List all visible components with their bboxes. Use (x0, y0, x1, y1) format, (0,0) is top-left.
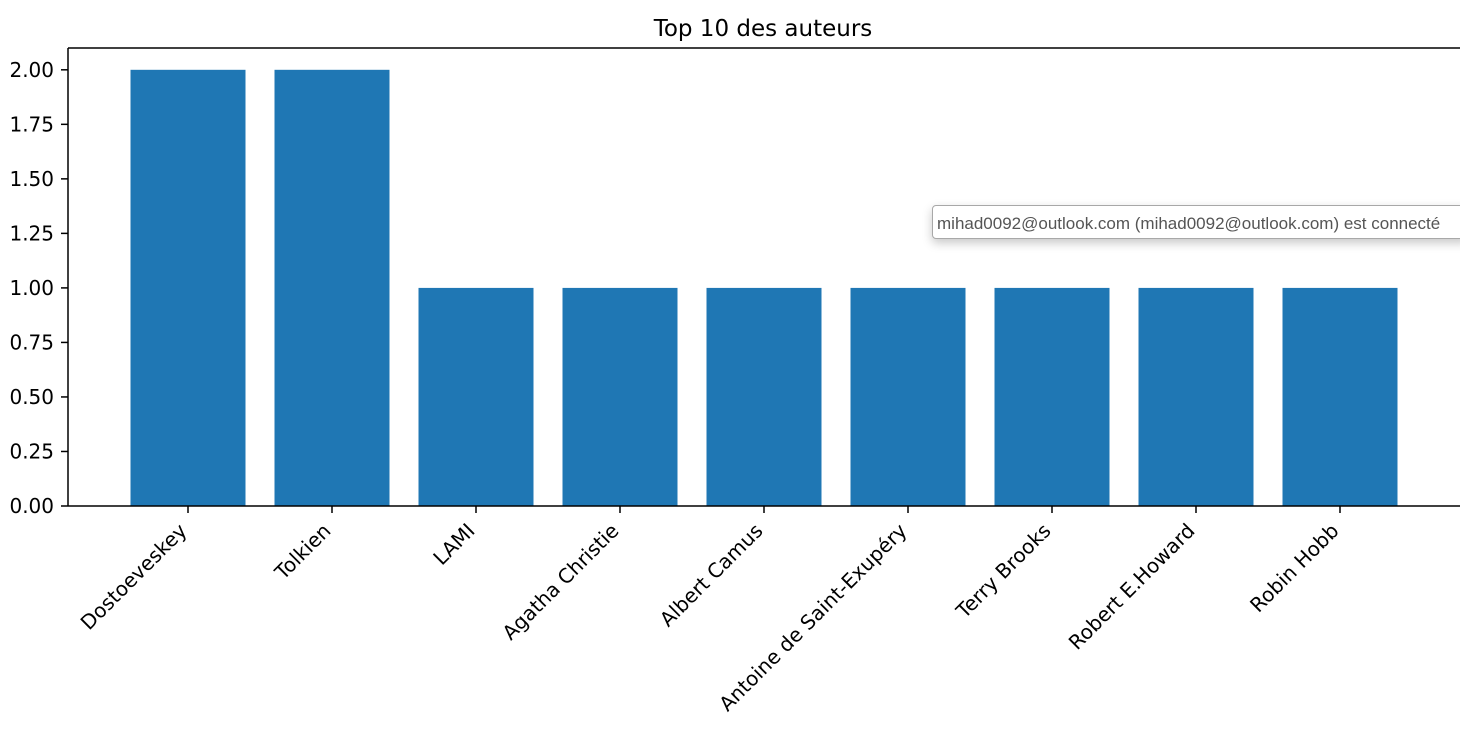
user-connected-tooltip: mihad0092@outlook.com (mihad0092@outlook… (932, 205, 1460, 239)
x-tick-label-7: Robert E.Howard (1064, 519, 1200, 655)
x-tick-label-0: Dostoeveskey (76, 518, 192, 634)
y-tick-label-0: 0.00 (9, 494, 54, 518)
bar-0 (130, 69, 246, 507)
bars-layer (130, 69, 1398, 507)
y-tick-label-3: 0.75 (9, 330, 54, 354)
y-tick-label-1: 0.25 (9, 439, 54, 463)
x-tick-label-2: LAMI (428, 519, 479, 570)
bar-4 (706, 287, 822, 506)
y-tick-label-2: 0.50 (9, 385, 54, 409)
bar-6 (994, 287, 1110, 506)
bar-7 (1138, 287, 1254, 506)
bar-5 (850, 287, 966, 506)
x-tick-label-8: Robin Hobb (1245, 519, 1343, 617)
bar-8 (1282, 287, 1398, 506)
chart-title: Top 10 des auteurs (653, 16, 873, 42)
x-tick-label-4: Albert Camus (655, 519, 768, 632)
y-tick-label-7: 1.75 (9, 112, 54, 136)
bar-1 (274, 69, 390, 507)
x-tick-label-3: Agatha Christie (497, 519, 623, 645)
y-tick-label-5: 1.25 (9, 221, 54, 245)
y-tick-label-6: 1.50 (9, 167, 54, 191)
bar-2 (418, 287, 534, 506)
y-tick-label-8: 2.00 (9, 58, 54, 82)
bar-3 (562, 287, 678, 506)
y-tick-label-4: 1.00 (9, 276, 54, 300)
y-axis-ticks: 0.00 0.25 0.50 0.75 1.00 1.25 1.50 1.75 2.00 (9, 58, 68, 518)
x-axis-ticks: Dostoeveskey Tolkien LAMI Agatha Christie Al… (76, 506, 1344, 716)
x-tick-label-1: Tolkien (269, 519, 335, 585)
x-tick-label-6: Terry Brooks (951, 519, 1056, 624)
